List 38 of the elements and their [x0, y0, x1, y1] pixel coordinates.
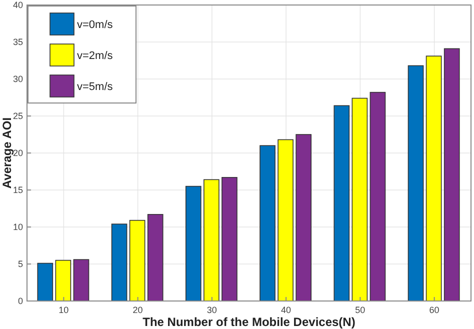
x-axis-title: The Number of the Mobile Devices(N): [142, 315, 356, 329]
y-tick-label: 35: [12, 37, 23, 48]
bar: [37, 262, 54, 302]
bar: [370, 92, 386, 302]
y-tick-label: 5: [18, 259, 23, 270]
bar: [334, 105, 350, 302]
bar: [352, 98, 368, 302]
bar: [260, 145, 276, 302]
bar: [129, 220, 146, 302]
bar: [426, 56, 442, 302]
bar: [222, 177, 238, 302]
x-tick-label: 50: [355, 305, 366, 315]
y-tick-label: 15: [12, 185, 23, 196]
bar: [185, 186, 202, 302]
x-tick-label: 10: [58, 305, 69, 315]
legend-label: v=5m/s: [77, 80, 114, 93]
y-tick-label: 10: [12, 222, 23, 232]
y-axis-title: Average AOI: [0, 117, 14, 189]
bar: [204, 179, 220, 302]
y-tick-label: 0: [18, 296, 23, 306]
x-tick-label: 60: [429, 305, 440, 315]
bar: [111, 224, 128, 302]
y-tick-label: 40: [12, 0, 23, 10]
bar: [147, 214, 164, 302]
bar: [408, 65, 424, 302]
legend-label: v=0m/s: [77, 18, 114, 31]
y-tick-label: 30: [12, 74, 23, 84]
bar: [444, 48, 460, 302]
x-tick-label: 30: [206, 305, 217, 315]
bar: [296, 134, 312, 302]
legend-label: v=2m/s: [77, 50, 114, 62]
bar: [55, 260, 72, 302]
y-tick-label: 25: [12, 111, 23, 122]
bar: [278, 139, 294, 302]
bar: [73, 259, 90, 302]
x-tick-label: 20: [132, 305, 143, 315]
x-tick-label: 40: [281, 305, 292, 315]
y-tick-label: 20: [12, 148, 23, 158]
